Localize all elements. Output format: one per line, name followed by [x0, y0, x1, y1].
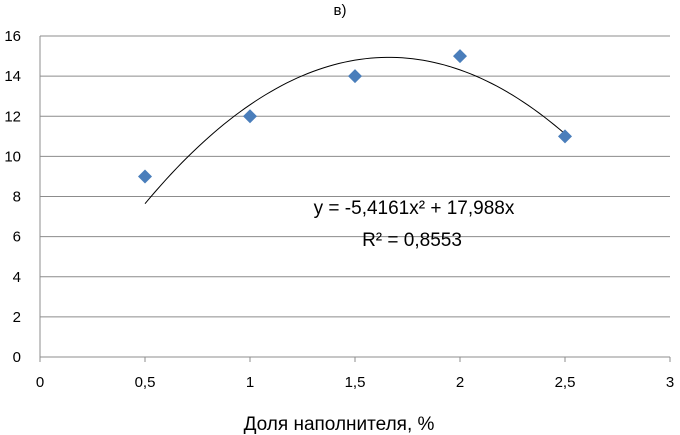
- x-tick-label: 1: [246, 374, 254, 391]
- x-tick-label: 0: [36, 374, 44, 391]
- trendline-r2: R² = 0,8553: [362, 230, 462, 251]
- data-point: [453, 49, 467, 64]
- y-tick-label: 10: [4, 148, 21, 165]
- y-tick-label: 8: [13, 189, 21, 206]
- y-tick-label: 16: [4, 28, 21, 45]
- y-tick-label: 12: [4, 108, 21, 125]
- x-axis-title: Доля наполнителя, %: [244, 414, 435, 435]
- trendline: [144, 56, 566, 205]
- data-point: [138, 169, 152, 184]
- data-point: [348, 69, 362, 84]
- trendline-equation: y = -5,4161x² + 17,988x: [314, 198, 515, 219]
- y-tick-label: 14: [4, 68, 21, 85]
- data-point: [243, 109, 257, 124]
- y-tick-label: 0: [13, 349, 21, 366]
- y-tick-label: 2: [13, 309, 21, 326]
- data-point: [558, 129, 572, 144]
- x-tick-label: 1,5: [345, 374, 366, 391]
- y-tick-label: 4: [13, 269, 21, 286]
- x-tick-label: 2,5: [555, 374, 576, 391]
- x-tick-label: 0,5: [135, 374, 156, 391]
- y-tick-label: 6: [13, 229, 21, 246]
- chart-caption: в): [333, 2, 347, 19]
- x-tick-label: 2: [456, 374, 464, 391]
- x-tick-label: 3: [666, 374, 674, 391]
